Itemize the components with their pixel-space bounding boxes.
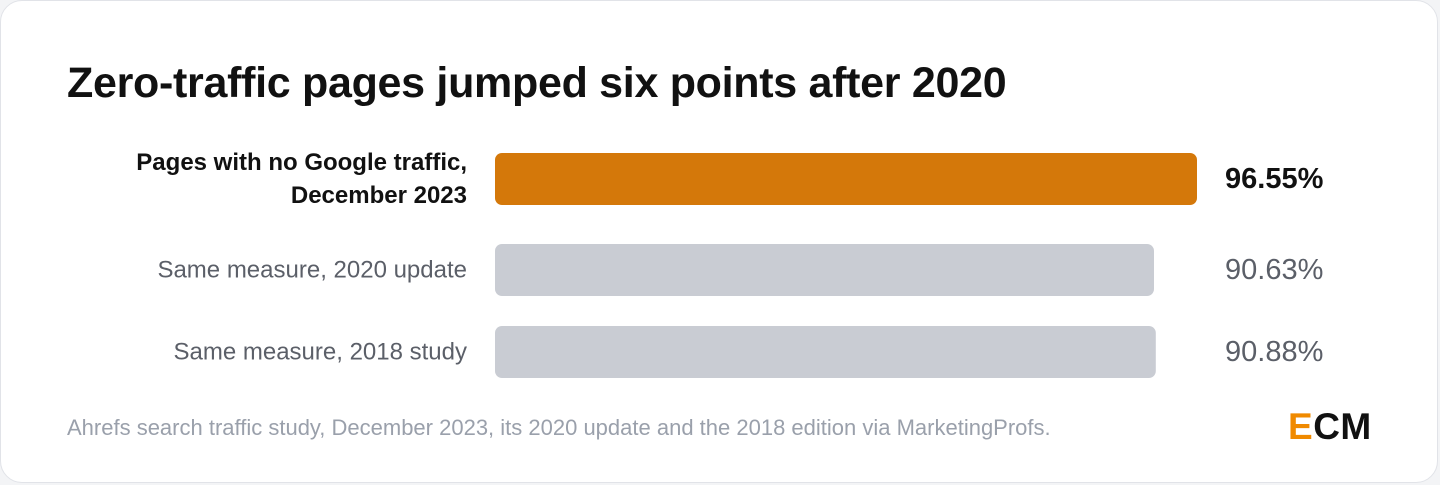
bar-3 xyxy=(495,326,1156,378)
source-note: Ahrefs search traffic study, December 20… xyxy=(67,415,1051,440)
category-label-1: Pages with no Google traffic, xyxy=(136,149,467,176)
bar-chart: Pages with no Google traffic, December 20… xyxy=(136,149,1324,378)
category-label-1: December 2023 xyxy=(291,182,467,209)
value-label-2: 90.63% xyxy=(1225,254,1323,286)
category-label-2: Same measure, 2020 update xyxy=(157,257,467,284)
category-label-3: Same measure, 2018 study xyxy=(174,339,468,366)
logo-accent-letter: E xyxy=(1288,406,1314,447)
ecm-logo: ECM xyxy=(1288,406,1372,448)
bar-1 xyxy=(495,153,1197,205)
chart-title: Zero-traffic pages jumped six points aft… xyxy=(67,59,1007,107)
logo-letters: CM xyxy=(1313,406,1372,447)
bar-2 xyxy=(495,244,1154,296)
value-label-3: 90.88% xyxy=(1225,336,1323,368)
value-label-1: 96.55% xyxy=(1225,163,1324,195)
